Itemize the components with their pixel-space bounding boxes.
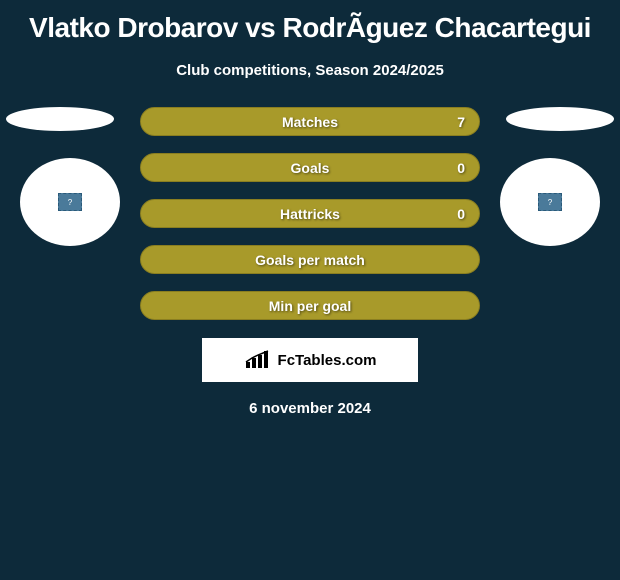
chart-icon <box>244 350 272 370</box>
player-avatar-left: ? <box>20 158 120 246</box>
comparison-subtitle: Club competitions, Season 2024/2025 <box>0 62 620 79</box>
stat-label: Matches <box>282 114 338 130</box>
placeholder-icon: ? <box>538 193 562 211</box>
stat-label: Hattricks <box>280 206 340 222</box>
snapshot-date: 6 november 2024 <box>0 400 620 417</box>
stat-label: Min per goal <box>269 298 351 314</box>
brand-badge: FcTables.com <box>202 338 418 382</box>
stat-bar-matches: Matches 7 <box>140 107 480 136</box>
right-shadow-ellipse <box>506 107 614 131</box>
stat-value: 0 <box>457 160 465 176</box>
placeholder-icon: ? <box>58 193 82 211</box>
stat-label: Goals <box>291 160 330 176</box>
stat-value: 0 <box>457 206 465 222</box>
stat-bar-min-per-goal: Min per goal <box>140 291 480 320</box>
content-area: ? ? Matches 7 Goals 0 Hattricks 0 Goals … <box>0 107 620 320</box>
stat-bar-hattricks: Hattricks 0 <box>140 199 480 228</box>
left-shadow-ellipse <box>6 107 114 131</box>
brand-text: FcTables.com <box>278 352 377 369</box>
stat-bar-goals-per-match: Goals per match <box>140 245 480 274</box>
stat-label: Goals per match <box>255 252 365 268</box>
player-avatar-right: ? <box>500 158 600 246</box>
stat-value: 7 <box>457 114 465 130</box>
comparison-title: Vlatko Drobarov vs RodrÃ­guez Chacartegu… <box>0 0 620 44</box>
stat-bars: Matches 7 Goals 0 Hattricks 0 Goals per … <box>140 107 480 320</box>
stat-bar-goals: Goals 0 <box>140 153 480 182</box>
